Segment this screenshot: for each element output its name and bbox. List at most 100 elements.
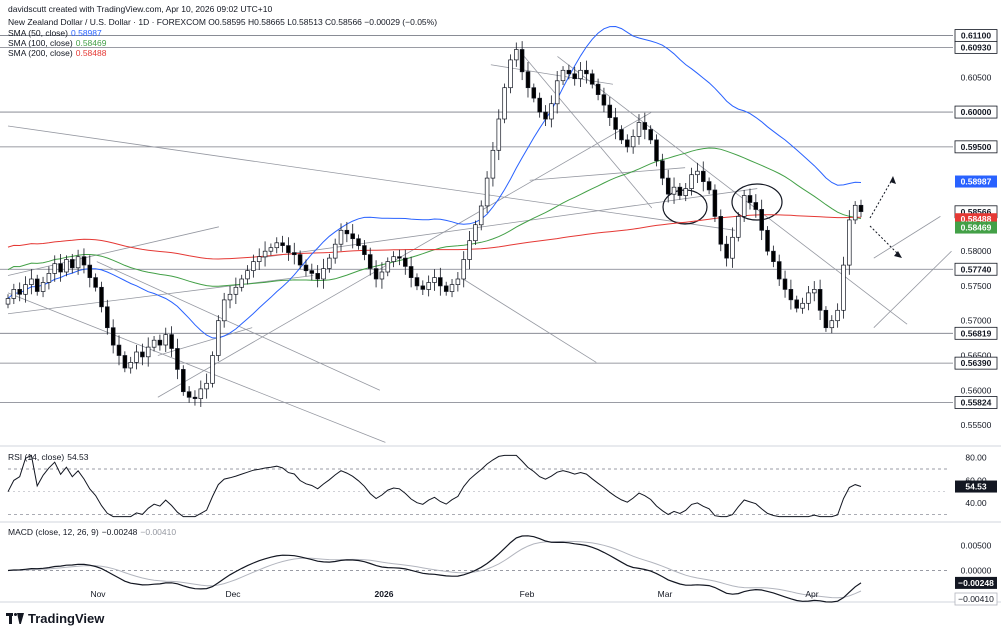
trend-line — [873, 216, 941, 259]
candle-body — [438, 277, 443, 287]
candle-body — [286, 245, 291, 253]
time-axis-label: Feb — [520, 589, 535, 599]
tradingview-brand[interactable]: TradingView — [6, 611, 104, 626]
price-label-box — [954, 262, 998, 276]
candle-body — [292, 252, 297, 256]
candle-body — [589, 73, 595, 85]
macd-legend[interactable]: MACD (close, 12, 26, 9) −0.00248 −0.00410 — [8, 527, 176, 537]
candle-body — [332, 243, 338, 259]
candle-body — [426, 282, 431, 290]
candle-body — [695, 170, 700, 176]
candle-body — [525, 71, 531, 89]
macd-value-box — [955, 576, 997, 589]
price-axis-label: 0.57740 — [961, 264, 992, 274]
trend-line — [7, 125, 736, 231]
author-line: davidscutt created with TradingView.com,… — [8, 4, 273, 14]
candle-body — [75, 256, 81, 269]
sma200-value: 0.58488 — [75, 48, 107, 58]
candle-body — [297, 254, 303, 266]
signal-value: −0.00410 — [140, 527, 177, 537]
sma200-label: SMA (200, close) — [8, 48, 73, 58]
rsi-legend[interactable]: RSI (14, close) 54.53 — [8, 452, 89, 462]
price-axis-label: 0.57500 — [961, 281, 992, 291]
candle-body — [706, 181, 712, 191]
candle-body — [806, 292, 811, 304]
candle-body — [776, 261, 782, 280]
candle-body — [508, 59, 513, 89]
sma100-value: 0.58469 — [75, 38, 107, 48]
trend-line — [7, 292, 386, 443]
candle-body — [473, 224, 478, 242]
projection-arrow-up — [869, 177, 894, 219]
candle-body — [58, 263, 63, 273]
sma50-value: 0.58987 — [71, 28, 102, 38]
candle-body — [233, 286, 239, 295]
price-axis-label: 0.55500 — [961, 420, 992, 430]
rsi-value-box — [955, 480, 997, 493]
macd-value: −0.00248 — [101, 527, 138, 537]
candle-body — [262, 250, 268, 258]
candle-body — [478, 205, 484, 226]
trend-line — [873, 250, 952, 328]
candle-body — [373, 268, 379, 280]
time-axis-label: Mar — [658, 589, 673, 599]
candle-body — [531, 87, 537, 99]
candle-body — [227, 293, 233, 301]
candle-body — [110, 327, 116, 346]
candle-body — [607, 104, 613, 118]
macd-label: MACD (close, 12, 26, 9) — [8, 527, 99, 537]
candle-body — [759, 209, 764, 231]
price-axis-label: 0.58566 — [961, 207, 992, 217]
candle-body — [221, 299, 227, 322]
macd-axis-label: 0.00000 — [961, 566, 992, 576]
candle-body — [414, 277, 420, 287]
price-axis-label: 0.60930 — [961, 42, 992, 52]
symbol-name: New Zealand Dollar / U.S. Dollar · 1D · … — [8, 17, 206, 27]
trend-line — [523, 56, 653, 209]
candle-body — [519, 49, 525, 73]
candle-body — [835, 309, 840, 322]
candle-body — [122, 355, 128, 369]
candle-body — [52, 263, 57, 274]
candle-body — [46, 273, 52, 283]
candle-body — [251, 261, 256, 271]
price-axis-label: 0.56390 — [961, 358, 992, 368]
price-axis-label: 0.56000 — [961, 385, 992, 395]
candle-body — [771, 250, 776, 262]
candle-body — [584, 69, 589, 75]
sma200-legend[interactable]: SMA (200, close) 0.58488 — [8, 48, 106, 58]
candle-body — [625, 139, 630, 148]
candle-body — [619, 129, 624, 141]
candle-body — [823, 309, 829, 329]
candle-body — [578, 69, 583, 79]
price-label-box — [954, 356, 998, 370]
price-axis-label: 0.58987 — [961, 177, 992, 187]
candle-body — [198, 388, 204, 399]
price-label-box — [954, 396, 998, 409]
candle-body — [490, 149, 496, 179]
price-axis-label: 0.61100 — [961, 31, 992, 41]
sma100-legend[interactable]: SMA (100, close) 0.58469 — [8, 38, 106, 48]
price-label-box — [954, 140, 998, 154]
price-axis-label: 0.56500 — [961, 350, 992, 360]
candle-body — [362, 245, 367, 255]
candle-body — [765, 229, 770, 252]
candle-body — [403, 257, 408, 267]
macd-line — [7, 535, 862, 603]
candle-body — [689, 174, 694, 189]
rsi-value: 54.53 — [67, 452, 89, 462]
trend-line — [529, 167, 686, 181]
candle-body — [81, 256, 87, 266]
price-axis-label: 0.58469 — [961, 223, 992, 233]
candle-body — [782, 278, 788, 290]
sma50-legend[interactable]: SMA (50, close) 0.58987 — [8, 28, 102, 38]
highlight-ellipse — [731, 183, 783, 221]
candle-body — [87, 264, 93, 278]
candle-body — [321, 268, 326, 280]
time-axis-label: Nov — [90, 589, 106, 599]
candle-body — [356, 238, 361, 247]
candle-body — [408, 266, 414, 278]
projection-arrow-down — [869, 225, 901, 257]
candle-body — [210, 355, 215, 384]
